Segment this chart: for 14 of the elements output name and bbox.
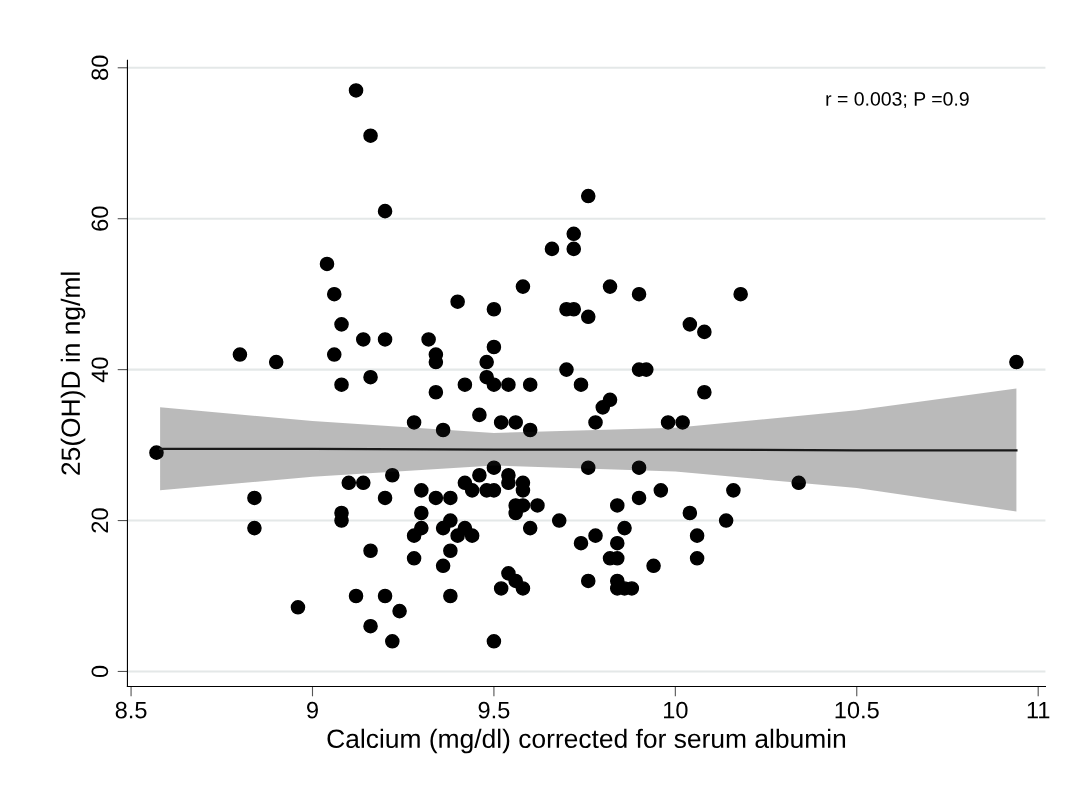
- x-tick-label: 11: [1027, 702, 1050, 719]
- x-tick-label: 10: [664, 701, 688, 719]
- x-tick-label: 8.5: [115, 701, 147, 719]
- x-tick-label: 9.5: [478, 701, 510, 719]
- annotation: r = 0.003; P =0.9: [826, 92, 969, 109]
- x-axis-title: Calcium (mg/dl) corrected for serum albumin: [327, 728, 846, 754]
- y-axis-title: 25(OH)D in ng/ml: [60, 272, 86, 475]
- y-tick-label: 60: [91, 206, 109, 231]
- x-tick-label: 10.5: [835, 701, 879, 719]
- x-tick-label: 9: [307, 701, 318, 719]
- y-tick-label: 80: [91, 55, 109, 80]
- y-tick-label: 20: [91, 508, 109, 533]
- y-tick-label: 0: [91, 665, 109, 678]
- y-tick-label: 40: [91, 357, 109, 383]
